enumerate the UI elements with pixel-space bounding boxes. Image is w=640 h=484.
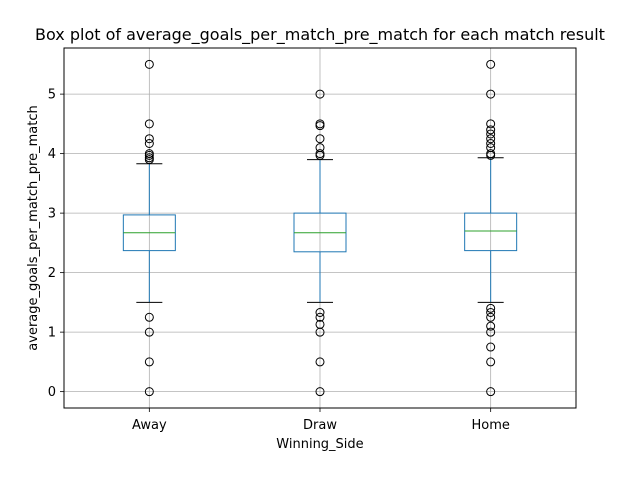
x-tick-label: Draw bbox=[303, 418, 337, 433]
outlier-point bbox=[144, 119, 154, 129]
outlier-point bbox=[315, 150, 325, 160]
outlier-point bbox=[144, 150, 154, 160]
axis-layer: 0 1 2 3 4 5 Away Draw Home bbox=[48, 88, 510, 433]
box-layer bbox=[122, 59, 518, 397]
x-axis-label: Winning_Side bbox=[276, 437, 363, 452]
outlier-point bbox=[144, 139, 154, 149]
outlier-point bbox=[486, 303, 496, 313]
outlier-point bbox=[315, 312, 325, 322]
outlier-point bbox=[315, 134, 325, 144]
outlier-point bbox=[486, 125, 496, 135]
outlier-point bbox=[486, 129, 496, 139]
outlier-point bbox=[486, 387, 496, 397]
box-group bbox=[293, 89, 347, 397]
outlier-point bbox=[486, 342, 496, 352]
outlier-point bbox=[315, 327, 325, 337]
box-group bbox=[122, 59, 176, 397]
outlier-point bbox=[486, 327, 496, 337]
outlier-point bbox=[486, 357, 496, 367]
outlier-point bbox=[486, 321, 496, 331]
x-tick-label: Away bbox=[132, 418, 167, 433]
outlier-point bbox=[144, 155, 154, 165]
outlier-point bbox=[486, 119, 496, 129]
outlier-point bbox=[486, 307, 496, 317]
outlier-point bbox=[315, 307, 325, 317]
outlier-point bbox=[144, 357, 154, 367]
outlier-point bbox=[144, 312, 154, 322]
chart-title: Box plot of average_goals_per_match_pre_… bbox=[35, 25, 605, 45]
outlier-point bbox=[486, 89, 496, 99]
outlier-point bbox=[315, 121, 325, 131]
outlier-point bbox=[144, 327, 154, 337]
outlier-point bbox=[144, 59, 154, 69]
y-tick-label: 0 bbox=[48, 385, 56, 400]
y-tick-label: 4 bbox=[48, 147, 56, 162]
outlier-point bbox=[486, 150, 496, 160]
outlier-point bbox=[315, 357, 325, 367]
y-tick-label: 1 bbox=[48, 326, 56, 341]
box-group bbox=[464, 59, 518, 397]
outlier-point bbox=[144, 134, 154, 144]
box-iqr bbox=[464, 212, 518, 252]
y-tick-label: 3 bbox=[48, 207, 56, 222]
x-tick-label: Home bbox=[471, 418, 509, 433]
outlier-point bbox=[486, 59, 496, 69]
outlier-point bbox=[144, 387, 154, 397]
y-axis-label: average_goals_per_match_pre_match bbox=[26, 105, 41, 350]
outlier-point bbox=[486, 134, 496, 144]
outlier-point bbox=[486, 312, 496, 322]
outlier-point bbox=[315, 387, 325, 397]
outlier-point bbox=[315, 89, 325, 99]
y-tick-label: 5 bbox=[48, 88, 56, 103]
outlier-point bbox=[486, 139, 496, 149]
y-tick-label: 2 bbox=[48, 266, 56, 281]
